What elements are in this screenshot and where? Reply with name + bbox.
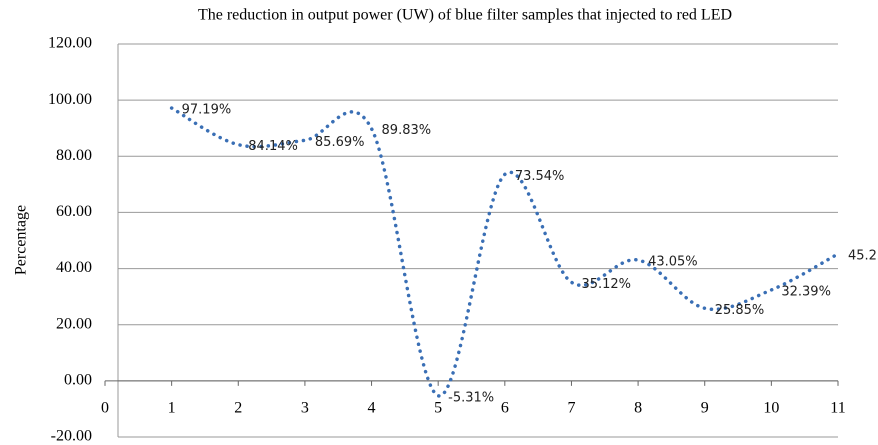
data-label: 45.22% (848, 248, 878, 263)
data-label: 85.69% (315, 135, 365, 150)
data-label: -5.31% (448, 390, 494, 405)
x-tick-label: 11 (830, 400, 845, 417)
x-tick-label: 8 (634, 400, 642, 417)
y-tick-label: 40.00 (56, 259, 92, 276)
x-tick-label: 10 (763, 400, 779, 417)
data-label: 97.19% (182, 103, 232, 118)
y-tick-label: 60.00 (56, 203, 92, 220)
data-label: 84.14% (248, 139, 298, 154)
data-line (169, 106, 840, 398)
y-tick-label: 20.00 (56, 315, 92, 332)
x-tick-label: 7 (567, 400, 575, 417)
data-label: 43.05% (648, 255, 698, 270)
y-tick-label: -20.00 (51, 428, 92, 445)
x-tick-label: 2 (234, 400, 242, 417)
data-label: 25.85% (715, 303, 765, 318)
x-tick-label: 1 (168, 400, 176, 417)
chart-title: The reduction in output power (UW) of bl… (198, 7, 732, 24)
x-tick-label: 6 (501, 400, 509, 417)
x-tick-label: 5 (434, 400, 442, 417)
data-label: 73.54% (515, 169, 565, 184)
x-tick-label: 3 (301, 400, 309, 417)
data-label: 89.83% (382, 123, 432, 138)
x-tick-label: 0 (101, 400, 109, 417)
x-tick-label: 4 (368, 400, 376, 417)
y-tick-label: 80.00 (56, 147, 92, 164)
y-tick-label: 0.00 (64, 372, 92, 389)
y-tick-label: 100.00 (48, 91, 92, 108)
y-tick-label: 120.00 (48, 35, 92, 52)
data-label: 35.12% (581, 277, 631, 292)
x-tick-label: 9 (701, 400, 709, 417)
y-axis-label: Percentage (13, 205, 30, 275)
data-label: 32.39% (781, 284, 831, 299)
